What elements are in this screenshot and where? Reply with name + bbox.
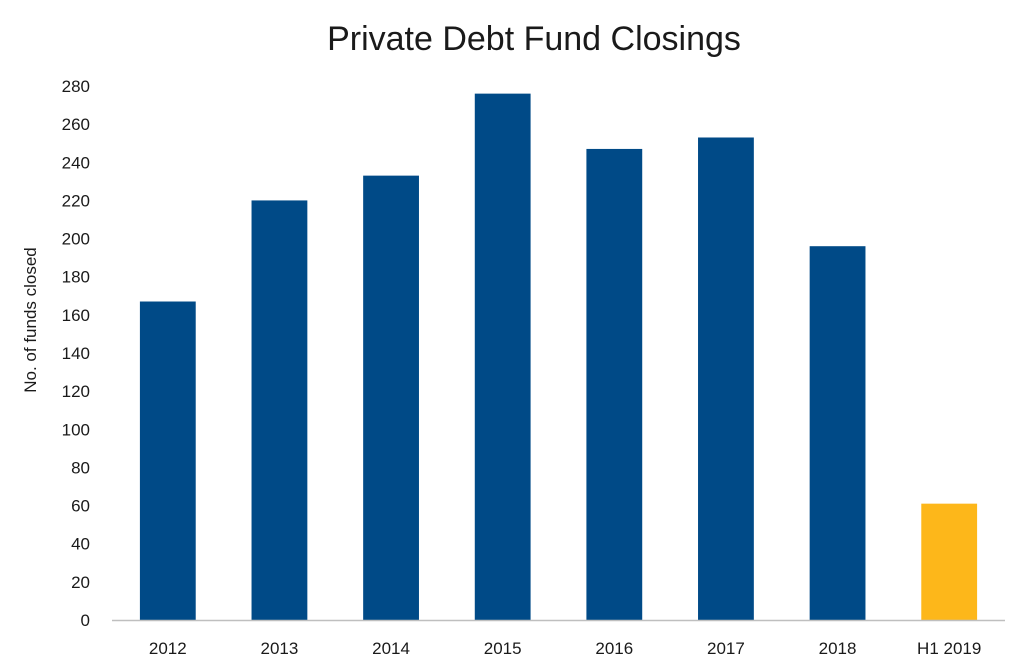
y-tick-label: 80 — [71, 458, 90, 477]
x-axis-ticks: 2012 2013 2014 2015 2016 2017 2018 H1 2019 — [149, 639, 981, 658]
x-tick-label: 2012 — [149, 639, 187, 658]
y-tick-label: 260 — [62, 115, 90, 134]
y-tick-label: 100 — [62, 420, 90, 439]
y-tick-label: 120 — [62, 382, 90, 401]
y-axis-title: No. of funds closed — [21, 247, 40, 393]
bars-group — [139, 93, 978, 621]
x-tick-label: 2014 — [372, 639, 410, 658]
y-tick-label: 40 — [71, 535, 90, 554]
bar — [921, 503, 978, 620]
y-tick-label: 0 — [81, 611, 90, 630]
y-tick-label: 280 — [62, 77, 90, 96]
y-tick-label: 240 — [62, 153, 90, 172]
x-tick-label: 2015 — [484, 639, 522, 658]
y-tick-label: 140 — [62, 344, 90, 363]
bar — [139, 301, 196, 620]
bar — [586, 148, 643, 620]
y-axis-ticks: 0 20 40 60 80 100 120 140 160 180 200 220 240 260 280 — [62, 77, 90, 630]
x-tick-label: 2016 — [595, 639, 633, 658]
x-tick-label: 2018 — [819, 639, 857, 658]
bar — [363, 175, 419, 620]
bar — [698, 137, 754, 620]
y-tick-label: 160 — [62, 306, 90, 325]
bar — [474, 93, 531, 621]
y-tick-label: 200 — [62, 230, 90, 249]
y-tick-label: 180 — [62, 268, 90, 287]
bar — [809, 246, 866, 620]
y-tick-label: 20 — [71, 573, 90, 592]
x-tick-label: H1 2019 — [917, 639, 981, 658]
chart-title: Private Debt Fund Closings — [327, 20, 741, 58]
bar — [251, 200, 308, 620]
x-tick-label: 2013 — [261, 639, 299, 658]
y-tick-label: 60 — [71, 497, 90, 516]
x-tick-label: 2017 — [707, 639, 745, 658]
y-tick-label: 220 — [62, 191, 90, 210]
